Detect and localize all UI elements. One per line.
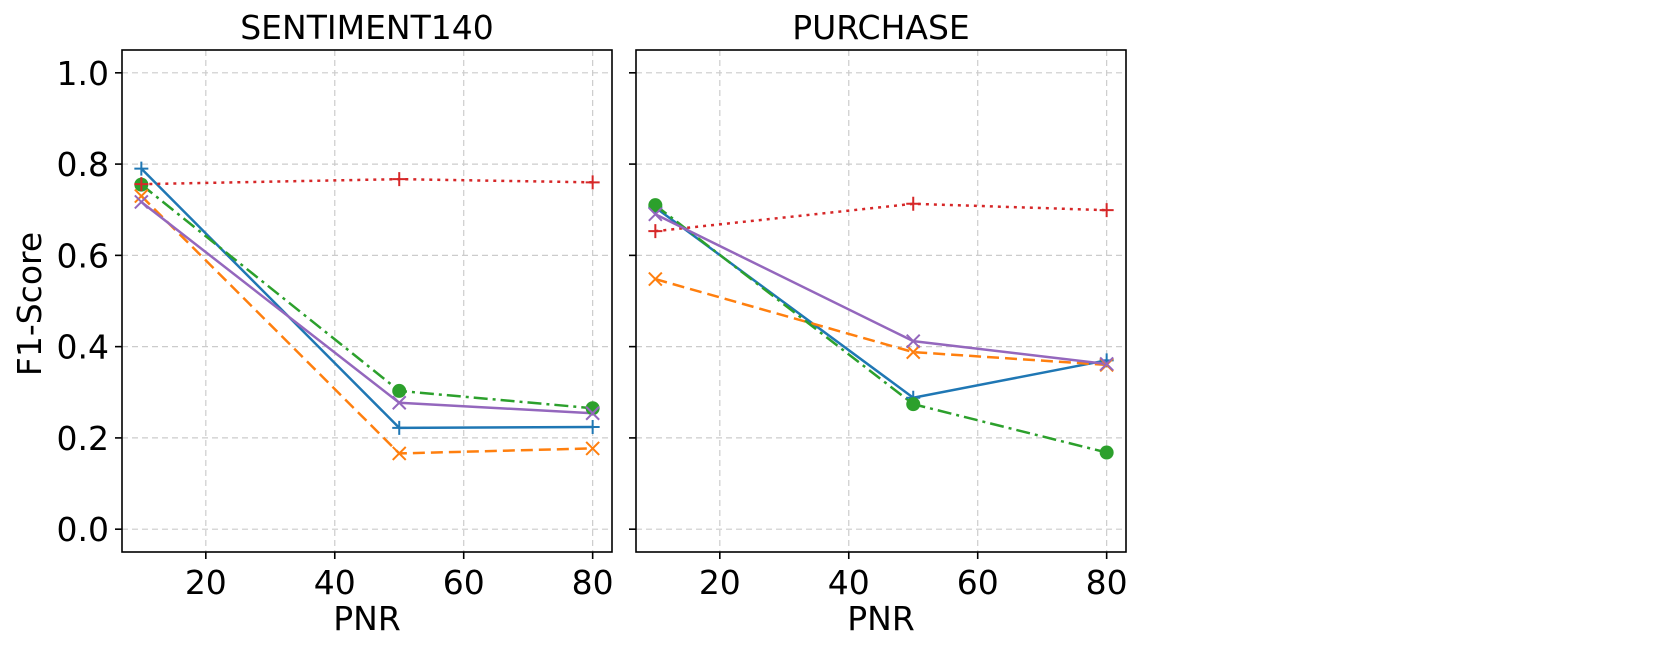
x-tick-label: 40 (828, 563, 870, 602)
panel-purchase: PURCHASE 20 40 60 80 PNR (629, 8, 1128, 638)
panel-sentiment140: SENTIMENT140 20 40 60 80 0.0 0.2 0.4 0.6 0.8 1.0 PN… (57, 8, 614, 638)
data-point-purple (392, 395, 407, 410)
data-point-orange (134, 188, 149, 204)
data-point-purple (134, 194, 149, 210)
y-tick-label: 0.8 (57, 145, 109, 184)
y-axis-label: F1-Score (10, 232, 49, 376)
data-point-red (392, 172, 407, 187)
x-tick-label: 80 (1086, 563, 1128, 602)
data-point-orange (648, 271, 663, 287)
data-point-orange (906, 344, 921, 360)
x-axis-label: PNR (333, 599, 401, 638)
x-tick-label: 40 (314, 563, 356, 602)
panel-title: PURCHASE (792, 8, 970, 47)
x-tick-label: 20 (699, 563, 741, 602)
y-tick-label: 0.0 (57, 510, 109, 549)
y-tick-label: 0.6 (57, 236, 109, 275)
data-point-red (906, 196, 921, 211)
y-tick-label: 0.4 (57, 328, 109, 367)
data-point-orange (392, 446, 407, 461)
data-point-orange (585, 441, 600, 456)
data-point-purple (648, 207, 663, 222)
data-point-green (906, 397, 921, 412)
y-tick-label: 0.2 (57, 419, 109, 458)
x-tick-label: 20 (185, 563, 227, 602)
data-point-green (392, 383, 407, 398)
data-point-red (134, 177, 149, 192)
x-axis-label: PNR (847, 599, 915, 638)
axes-frame (121, 49, 613, 553)
x-tick-label: 80 (572, 563, 614, 602)
data-point-blue (585, 419, 600, 434)
data-point-blue (134, 161, 149, 176)
data-point-purple (906, 333, 921, 349)
x-tick-label: 60 (443, 563, 485, 602)
data-point-blue (392, 420, 407, 435)
x-tick-label: 60 (957, 563, 999, 602)
data-point-red (648, 224, 663, 239)
data-point-red (1099, 203, 1114, 218)
axes-frame (635, 49, 1127, 553)
y-tick-label: 1.0 (57, 54, 109, 93)
series-line-orange (655, 277, 1107, 367)
data-point-green (648, 198, 663, 213)
panel-title: SENTIMENT140 (240, 8, 494, 47)
data-point-green (585, 401, 600, 416)
data-point-green (1099, 445, 1114, 460)
data-point-purple (1099, 356, 1114, 372)
data-point-purple (585, 406, 600, 421)
data-point-red (585, 175, 600, 190)
